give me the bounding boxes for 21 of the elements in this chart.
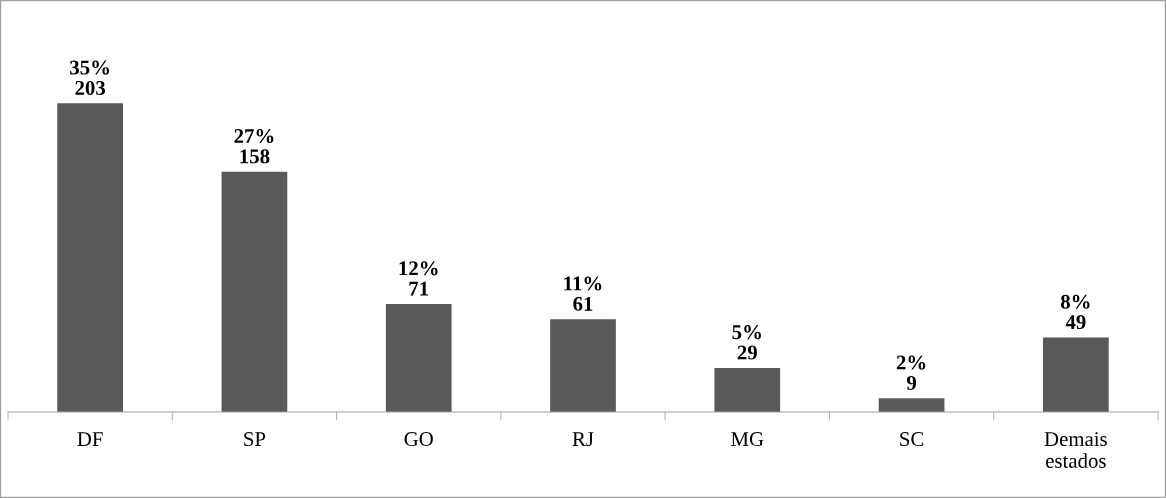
bar [57,103,123,412]
x-tick-label: Demais estados [1044,432,1107,468]
x-tick-label: MG [731,432,764,447]
data-label: 12% 71 [399,261,438,296]
x-tick-label: SC [900,432,924,447]
data-label: 35% 203 [70,60,110,95]
bar [550,319,616,412]
data-label: 8% 49 [1060,294,1090,330]
x-tick-label: GO [404,432,433,447]
data-label: 27% 158 [234,128,274,164]
bar [1043,337,1109,412]
data-label: 2% 9 [896,355,926,390]
x-tick-label: SP [244,432,266,447]
data-label: 11% 61 [564,276,602,311]
bar [714,367,781,412]
bar [878,398,945,412]
data-label: 5% 29 [732,325,761,360]
bar [221,171,288,412]
bar [385,304,452,412]
x-tick-label: DF [77,432,103,446]
x-tick-label: RJ [572,432,594,447]
